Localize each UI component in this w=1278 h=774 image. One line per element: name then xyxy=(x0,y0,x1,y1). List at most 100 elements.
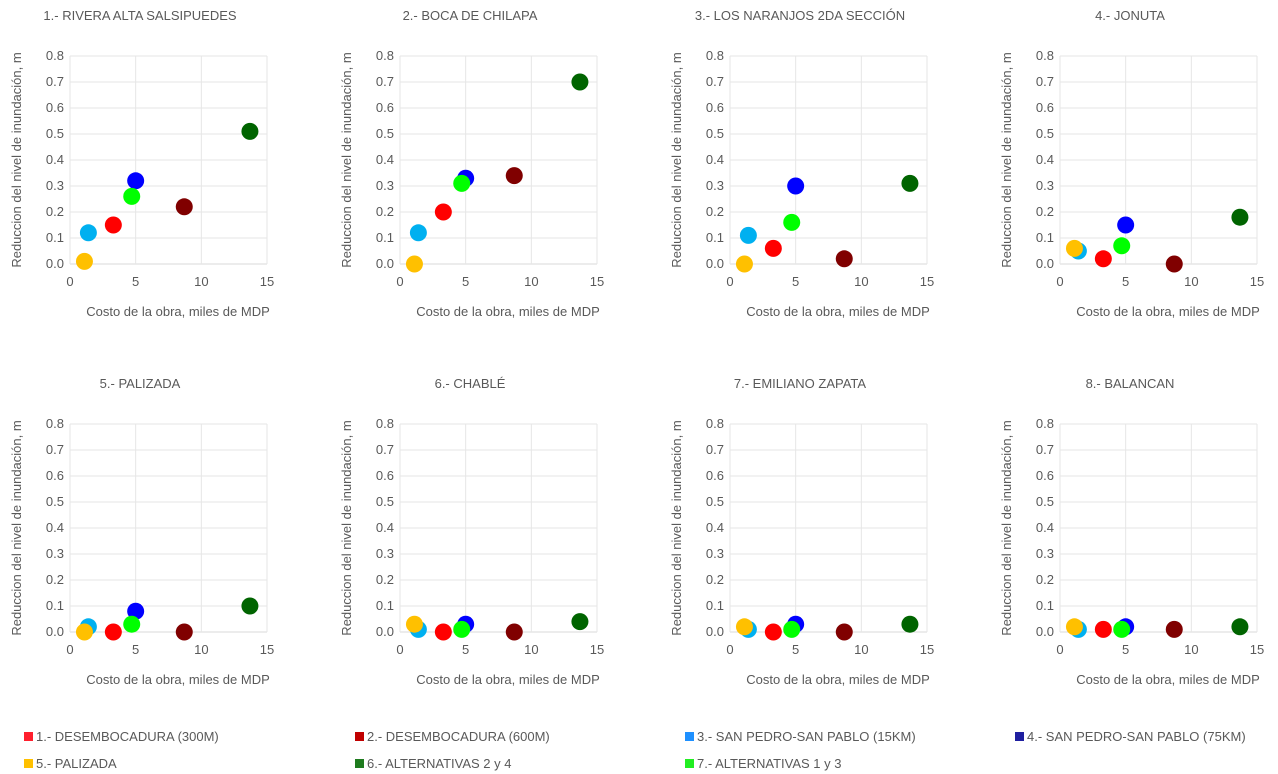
y-tick-label: 0.8 xyxy=(46,48,64,63)
y-tick-label: 0.2 xyxy=(706,204,724,219)
y-tick-label: 0.7 xyxy=(376,442,394,457)
data-point xyxy=(127,602,145,620)
y-tick-label: 0.8 xyxy=(376,48,394,63)
y-tick-label: 0.6 xyxy=(376,100,394,115)
data-point xyxy=(1065,618,1083,636)
scatter-panel-7: 0.0 0.1 0.2 0.3 0.4 0.5 0.6 0.7 0.8 0 5 10 15 7.- EMI… xyxy=(669,376,934,687)
data-point xyxy=(783,620,801,638)
y-tick-label: 0.1 xyxy=(46,230,64,245)
data-point xyxy=(783,213,801,231)
data-point xyxy=(1231,208,1249,226)
x-tick-label: 0 xyxy=(1056,642,1063,657)
x-tick-label: 5 xyxy=(462,642,469,657)
y-tick-label: 0.2 xyxy=(1036,572,1054,587)
y-tick-label: 0.6 xyxy=(46,100,64,115)
data-point xyxy=(104,216,122,234)
data-point xyxy=(453,620,471,638)
y-tick-label: 0.7 xyxy=(46,74,64,89)
chart-title: 2.- BOCA DE CHILAPA xyxy=(403,8,538,23)
data-point xyxy=(241,597,259,615)
y-tick-label: 0.1 xyxy=(1036,598,1054,613)
y-tick-label: 0.4 xyxy=(376,152,394,167)
legend-swatch xyxy=(685,759,694,768)
y-tick-label: 0.5 xyxy=(376,494,394,509)
legend-item-7: 7.- ALTERNATIVAS 1 y 3 xyxy=(685,756,842,771)
y-tick-label: 0.0 xyxy=(46,624,64,639)
x-tick-label: 5 xyxy=(462,274,469,289)
x-tick-label: 10 xyxy=(524,274,538,289)
y-axis-label: Reduccion del nivel de inundación, m xyxy=(9,52,24,267)
x-tick-label: 0 xyxy=(726,274,733,289)
legend-item-5: 5.- PALIZADA xyxy=(24,756,117,771)
data-point xyxy=(735,618,753,636)
y-tick-label: 0.3 xyxy=(1036,178,1054,193)
data-point xyxy=(453,174,471,192)
y-tick-label: 0.2 xyxy=(376,572,394,587)
legend-label: 6.- ALTERNATIVAS 2 y 4 xyxy=(367,756,512,771)
data-point xyxy=(1065,239,1083,257)
y-tick-label: 0.2 xyxy=(46,572,64,587)
y-tick-label: 0.7 xyxy=(706,442,724,457)
legend-label: 7.- ALTERNATIVAS 1 y 3 xyxy=(697,756,842,771)
data-point xyxy=(901,174,919,192)
data-point xyxy=(1231,618,1249,636)
legend-item-3: 3.- SAN PEDRO-SAN PABLO (15KM) xyxy=(685,729,916,744)
data-point xyxy=(739,226,757,244)
x-tick-label: 15 xyxy=(590,274,604,289)
y-tick-label: 0.0 xyxy=(46,256,64,271)
y-tick-label: 0.8 xyxy=(1036,416,1054,431)
y-tick-label: 0.3 xyxy=(376,546,394,561)
y-tick-label: 0.6 xyxy=(376,468,394,483)
y-tick-label: 0.4 xyxy=(706,152,724,167)
x-tick-label: 15 xyxy=(920,642,934,657)
y-tick-label: 0.5 xyxy=(46,494,64,509)
y-tick-label: 0.5 xyxy=(376,126,394,141)
y-tick-label: 0.7 xyxy=(376,74,394,89)
legend-label: 4.- SAN PEDRO-SAN PABLO (75KM) xyxy=(1027,729,1246,744)
chart-title: 4.- JONUTA xyxy=(1095,8,1165,23)
x-tick-label: 5 xyxy=(1122,642,1129,657)
x-tick-label: 0 xyxy=(66,642,73,657)
y-tick-label: 0.8 xyxy=(376,416,394,431)
data-point xyxy=(787,177,805,195)
x-tick-label: 10 xyxy=(524,642,538,657)
x-tick-label: 0 xyxy=(396,642,403,657)
x-axis-label: Costo de la obra, miles de MDP xyxy=(746,304,930,319)
chart-title: 8.- BALANCAN xyxy=(1086,376,1175,391)
data-point xyxy=(505,623,523,641)
y-tick-label: 0.1 xyxy=(1036,230,1054,245)
y-tick-label: 0.8 xyxy=(46,416,64,431)
chart-title: 3.- LOS NARANJOS 2DA SECCIÓN xyxy=(695,8,905,23)
y-tick-label: 0.7 xyxy=(1036,442,1054,457)
y-axis-label: Reduccion del nivel de inundación, m xyxy=(669,420,684,635)
data-point xyxy=(735,255,753,273)
data-point xyxy=(1165,255,1183,273)
y-tick-label: 0.2 xyxy=(1036,204,1054,219)
data-point xyxy=(1094,250,1112,268)
y-tick-label: 0.5 xyxy=(46,126,64,141)
chart-title: 5.- PALIZADA xyxy=(100,376,181,391)
legend-swatch xyxy=(24,759,33,768)
x-tick-label: 5 xyxy=(1122,274,1129,289)
y-tick-label: 0.4 xyxy=(1036,520,1054,535)
data-point xyxy=(1165,620,1183,638)
x-tick-label: 10 xyxy=(194,274,208,289)
x-tick-label: 15 xyxy=(920,274,934,289)
y-tick-label: 0.2 xyxy=(706,572,724,587)
data-point xyxy=(405,255,423,273)
y-tick-label: 0.4 xyxy=(376,520,394,535)
x-tick-label: 10 xyxy=(1184,274,1198,289)
y-tick-label: 0.8 xyxy=(1036,48,1054,63)
y-tick-label: 0.1 xyxy=(46,598,64,613)
x-tick-label: 5 xyxy=(132,642,139,657)
chart-title: 1.- RIVERA ALTA SALSIPUEDES xyxy=(43,8,236,23)
y-axis-label: Reduccion del nivel de inundación, m xyxy=(339,52,354,267)
y-tick-label: 0.3 xyxy=(706,546,724,561)
y-tick-label: 0.1 xyxy=(376,230,394,245)
y-tick-label: 0.0 xyxy=(706,256,724,271)
y-tick-label: 0.3 xyxy=(706,178,724,193)
x-axis-label: Costo de la obra, miles de MDP xyxy=(1076,304,1260,319)
x-tick-label: 0 xyxy=(726,642,733,657)
data-point xyxy=(571,73,589,91)
legend-swatch xyxy=(355,732,364,741)
